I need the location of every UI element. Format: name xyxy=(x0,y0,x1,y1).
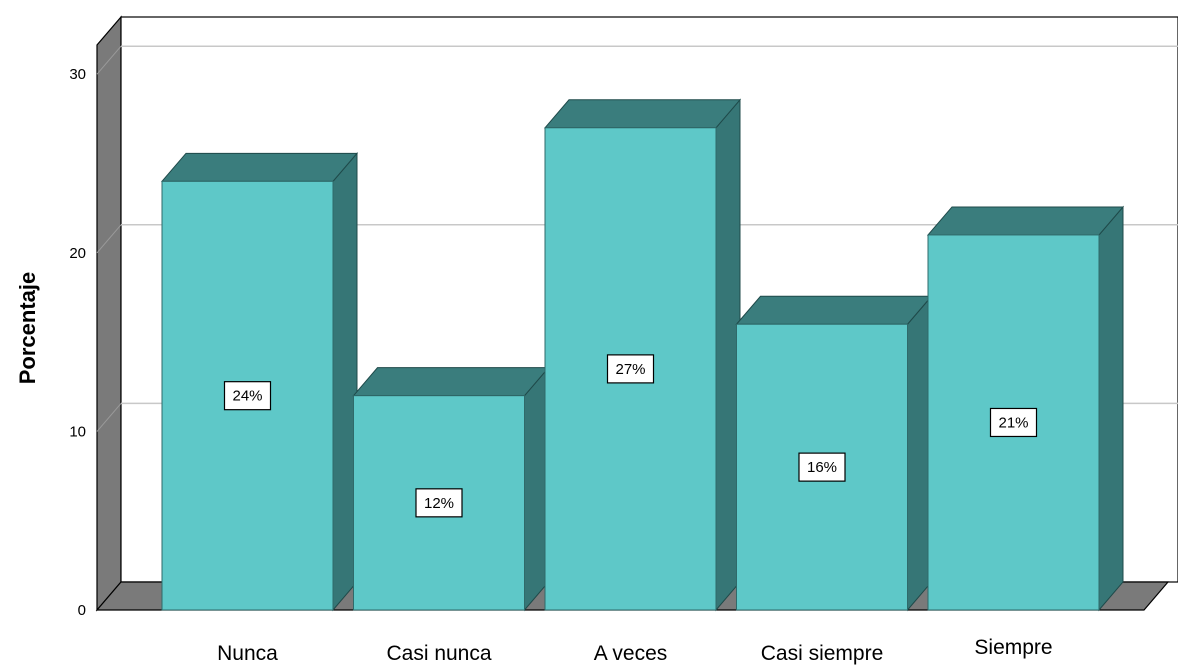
bar-casi-nunca: 12% xyxy=(352,366,550,612)
data-label: 24% xyxy=(232,388,262,405)
x-axis-categories: Nunca Casi nunca A veces Casi siempre Siempr… xyxy=(217,636,1052,665)
data-label-box xyxy=(798,452,846,482)
x-category-label: Casi siempre xyxy=(761,642,884,665)
gridline-side xyxy=(96,224,122,254)
bars: 24% 12% 27% 16% 21% xyxy=(160,98,1125,612)
left-wall xyxy=(96,15,122,612)
x-category-label: Nunca xyxy=(217,642,278,665)
y-axis-label: Porcentaje xyxy=(15,272,40,385)
y-tick-label: 0 xyxy=(78,602,86,619)
bar-siempre: 21% xyxy=(926,205,1125,612)
bar-side xyxy=(1098,205,1124,612)
bar-casi-siempre: 16% xyxy=(735,294,933,612)
bar-top xyxy=(543,99,742,129)
data-label: 16% xyxy=(807,459,837,476)
bar-top xyxy=(160,152,359,182)
y-axis-ticks: 0 10 20 30 xyxy=(69,66,86,619)
data-label: 12% xyxy=(424,495,454,512)
gridline-side xyxy=(96,403,122,432)
y-tick-label: 20 xyxy=(69,245,86,262)
data-label-box xyxy=(989,407,1038,438)
x-category-label: A veces xyxy=(594,642,668,665)
y-tick-label: 30 xyxy=(69,66,86,83)
data-label-box xyxy=(223,381,272,411)
data-label-box xyxy=(606,354,655,384)
bar-a-veces: 27% xyxy=(543,98,742,612)
y-tick-label: 10 xyxy=(69,423,86,440)
gridline-side xyxy=(96,45,122,75)
x-category-label: Casi nunca xyxy=(386,642,491,665)
bar-nunca: 24% xyxy=(160,152,359,612)
data-label-box xyxy=(415,488,463,518)
bar-top xyxy=(735,295,933,325)
data-label: 27% xyxy=(615,361,645,378)
bar-top xyxy=(926,206,1125,236)
bar-top xyxy=(352,367,550,397)
bar-front xyxy=(161,180,334,611)
x-category-label: Siempre xyxy=(974,636,1052,659)
data-label: 21% xyxy=(998,414,1028,431)
